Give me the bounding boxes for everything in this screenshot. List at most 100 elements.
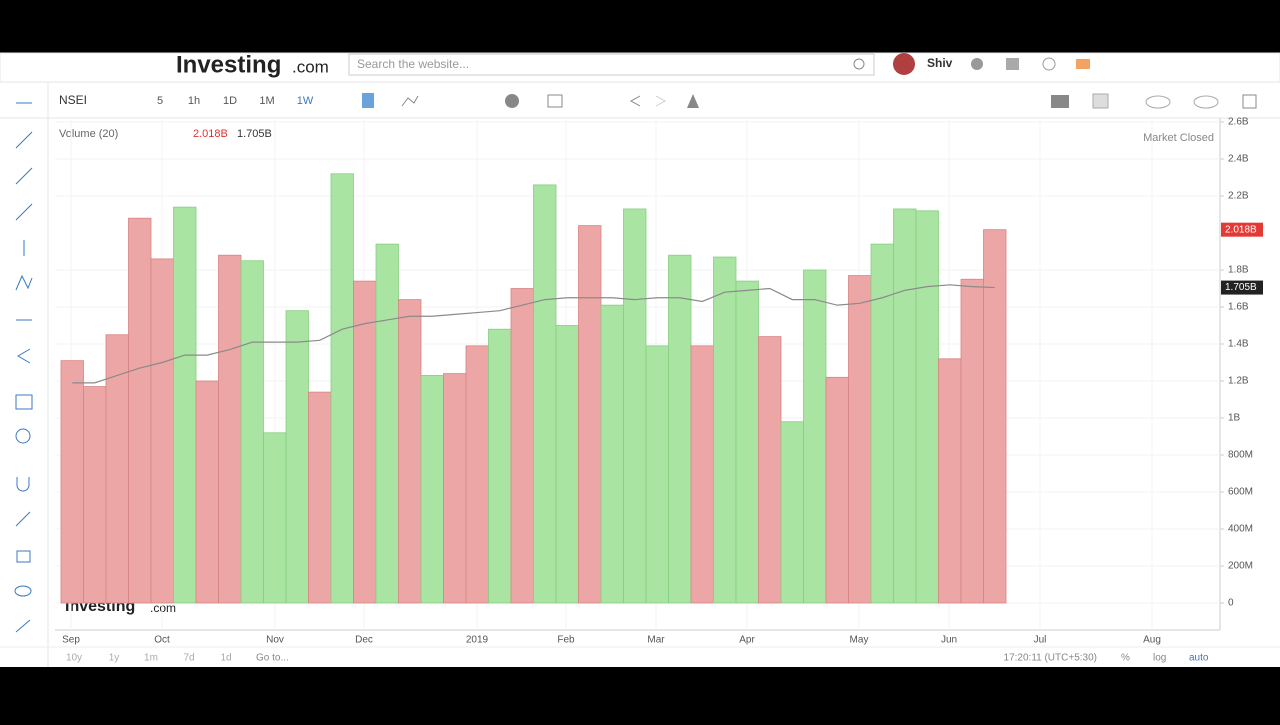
camera-icon[interactable] [1051, 95, 1069, 108]
range-button[interactable]: 7d [183, 653, 194, 664]
magnet-tool[interactable] [16, 477, 30, 492]
auto-toggle[interactable]: auto [1189, 653, 1209, 664]
symbol[interactable]: NSEI [59, 93, 87, 107]
y-tick-label: 2.2B [1228, 191, 1249, 202]
pattern-tool[interactable] [15, 274, 33, 291]
indicators-icon[interactable] [547, 94, 563, 108]
edit-tool[interactable] [15, 511, 31, 527]
ma-line [72, 284, 995, 384]
line-icon[interactable] [401, 95, 419, 107]
candles-icon[interactable] [362, 93, 374, 108]
volume-bar [398, 299, 422, 604]
volume-bar [825, 376, 849, 604]
alert-icon[interactable] [687, 94, 699, 108]
volume-bar [330, 173, 354, 604]
volume-bar [915, 210, 939, 604]
y-tick-label: 2.4B [1228, 154, 1249, 165]
redo-icon[interactable] [655, 95, 667, 107]
back-tool[interactable] [17, 348, 31, 364]
volume-bar [758, 336, 782, 604]
range-button[interactable]: 1y [109, 653, 120, 664]
measure-tool[interactable] [15, 394, 33, 410]
toolbar-icons [362, 93, 1257, 109]
y-tick-label: 0 [1228, 598, 1234, 609]
volume-bar [240, 260, 264, 604]
volume-bar [645, 345, 669, 604]
range-button[interactable]: 1d [220, 653, 231, 664]
range-button[interactable]: 10y [66, 653, 82, 664]
y-tick-label: 1.6B [1228, 302, 1249, 313]
search-placeholder: Search the website... [357, 57, 469, 71]
bell-icon[interactable] [971, 58, 983, 70]
layout-icon[interactable] [1092, 93, 1109, 109]
price-badge [1221, 222, 1263, 237]
x-tick-label: Jun [941, 635, 957, 646]
volume-bar [623, 208, 647, 604]
volume-bar [510, 288, 534, 604]
search-icon[interactable] [853, 58, 865, 70]
zoom-tool[interactable] [15, 428, 31, 444]
clock-icon[interactable] [1042, 57, 1056, 71]
fullscreen-icon[interactable] [1242, 94, 1257, 109]
interval-button[interactable]: 1h [188, 95, 200, 107]
y-tick-label: 1.2B [1228, 376, 1249, 387]
range-button[interactable]: 1m [144, 653, 158, 664]
x-tick-label: Jul [1034, 635, 1047, 646]
volume-bar [465, 345, 489, 604]
watermark-suffix: .com [150, 601, 176, 615]
interval-button[interactable]: 1W [297, 95, 314, 107]
save-icon[interactable] [1193, 95, 1219, 109]
x-tick-label: Aug [1143, 635, 1161, 646]
volume-bar [308, 391, 332, 604]
volume-bar [420, 375, 444, 604]
clock: 17:20:11 (UTC+5:30) [1004, 653, 1097, 664]
volume-bar [555, 325, 579, 604]
brush-tool[interactable] [15, 203, 33, 221]
x-tick-label: Feb [557, 635, 575, 646]
x-tick-label: Apr [739, 635, 755, 646]
legend-ma: 1.705B [237, 128, 272, 140]
logo[interactable]: Investing [176, 51, 281, 78]
eye-tool[interactable] [14, 585, 32, 597]
channel-tool[interactable] [15, 167, 33, 185]
volume-bar [735, 280, 759, 604]
interval-button[interactable]: 5 [157, 95, 163, 107]
x-tick-label: Sep [62, 635, 80, 646]
search-box[interactable] [348, 53, 875, 76]
log-toggle[interactable]: log [1153, 653, 1166, 664]
interval-button[interactable]: 1M [259, 95, 274, 107]
volume-bar [803, 269, 827, 604]
volume-bar [668, 254, 692, 604]
interval-button[interactable]: 1D [223, 95, 237, 107]
y-tick-label: 1.4B [1228, 339, 1249, 350]
line-tool[interactable] [15, 131, 33, 149]
legend-volume: 2.018B [193, 128, 228, 140]
load-icon[interactable] [1145, 95, 1171, 109]
user-name[interactable]: Shiv [927, 56, 953, 70]
avatar[interactable] [893, 53, 915, 75]
volume-bar [375, 243, 399, 604]
goto-link[interactable]: Go to... [256, 653, 289, 664]
volume-bar [533, 184, 557, 604]
volume-bar [218, 254, 242, 604]
flag-icon[interactable] [1076, 59, 1090, 69]
link-tool[interactable] [15, 619, 31, 633]
volume-bar [600, 304, 624, 604]
sidebar-tools [14, 102, 33, 633]
volume-bar [83, 386, 107, 604]
portfolio-icon[interactable] [1006, 58, 1019, 70]
volume-bar [713, 256, 737, 604]
volume-bar [285, 310, 309, 604]
volume-bar [353, 280, 377, 604]
y-tick-label: 200M [1228, 561, 1253, 572]
volume-bar [938, 358, 962, 604]
settings-icon[interactable] [505, 94, 519, 108]
undo-icon[interactable] [629, 95, 641, 107]
percent-toggle[interactable]: % [1121, 653, 1130, 664]
volume-bar [443, 373, 467, 604]
lock-tool[interactable] [16, 550, 31, 563]
volume-bar [578, 225, 602, 604]
y-tick-label: 2.6B [1228, 117, 1249, 128]
